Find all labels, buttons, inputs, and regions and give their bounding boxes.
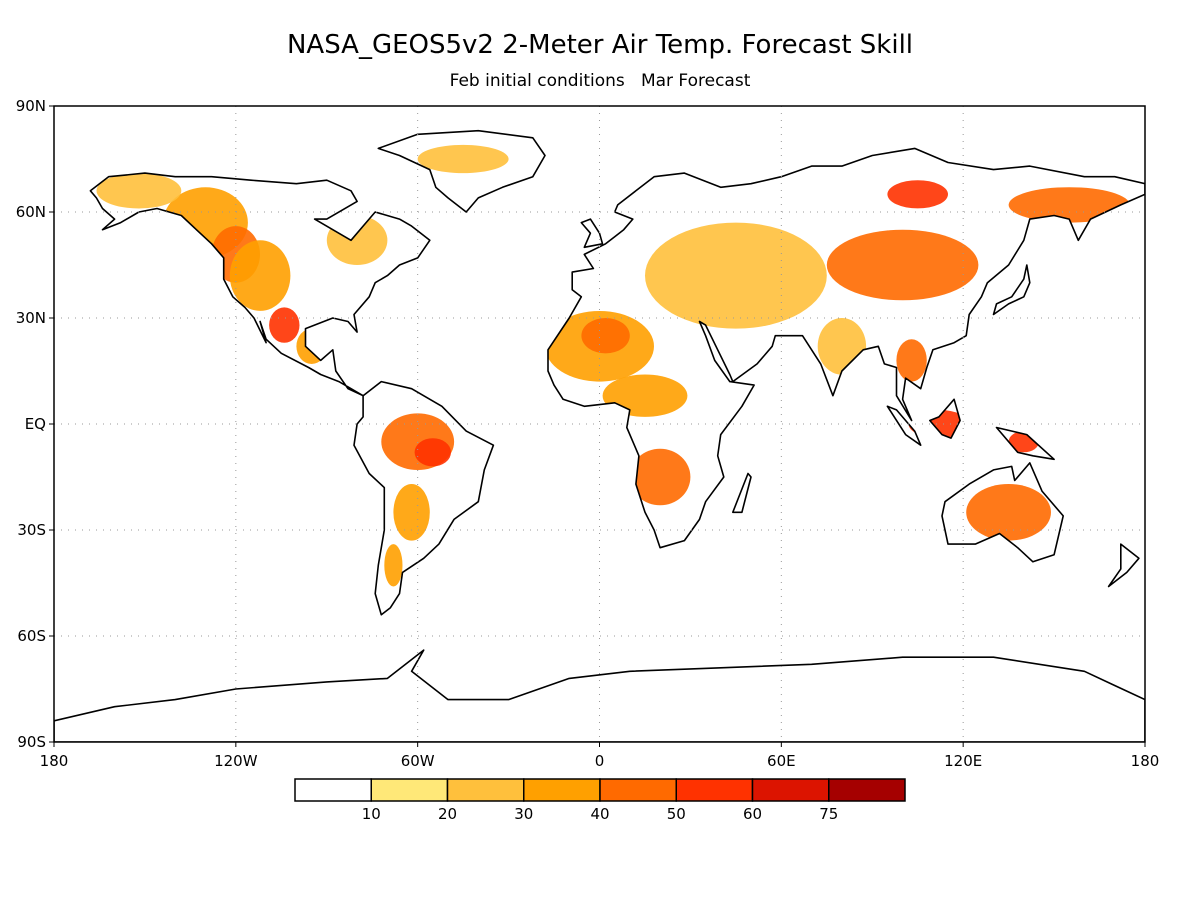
lat-tick-label: 60S — [17, 627, 46, 645]
coast-australia — [941, 462, 1064, 563]
coast-north-america — [89, 172, 431, 397]
skill-region-3 — [229, 240, 291, 311]
coast-south-america — [353, 380, 495, 616]
lat-tick-label: 90S — [17, 733, 46, 751]
lon-tick-label: 60W — [401, 752, 435, 770]
map-title: NASA_GEOS5v2 2-Meter Air Temp. Forecast … — [287, 30, 913, 60]
skill-region-14 — [581, 318, 630, 354]
skill-region-16 — [629, 448, 691, 506]
map-subtitle: Feb initial conditions Mar Forecast — [450, 71, 751, 91]
coast-greenland — [377, 129, 546, 213]
lat-tick-label: 30S — [17, 521, 46, 539]
land-uk — [581, 219, 603, 248]
colorbar-swatch — [446, 778, 525, 802]
colorbar-label: 40 — [590, 805, 609, 823]
colorbar-label: 20 — [438, 805, 457, 823]
skill-region-20 — [1008, 187, 1130, 223]
skill-region-23 — [966, 484, 1051, 541]
skill-region-5 — [96, 173, 182, 209]
skill-region-18 — [826, 229, 979, 301]
longitude-axis: 180 120W 60W 0 60E 120E 180 — [40, 742, 1160, 770]
skill-region-17 — [645, 222, 827, 329]
skill-region-19 — [887, 180, 948, 209]
colorbar-swatch — [828, 778, 906, 802]
colorbar-swatch — [751, 778, 830, 802]
lon-tick-label: 0 — [595, 752, 605, 770]
lon-tick-label: 180 — [40, 752, 69, 770]
coast-japan — [992, 264, 1031, 316]
coast-sumatra — [886, 405, 922, 447]
colorbar-swatch — [294, 778, 372, 802]
latitude-axis: 90N 60N 30N EQ 30S 60S 90S — [16, 97, 54, 751]
skill-region-7 — [417, 144, 509, 174]
skill-region-4 — [269, 307, 300, 343]
colorbar-swatch — [675, 778, 754, 802]
skill-region-10 — [414, 438, 451, 467]
plot-area — [54, 106, 1145, 742]
lat-tick-label: 30N — [16, 309, 46, 327]
colorbar-swatch — [599, 778, 677, 802]
colorbar-swatch — [523, 778, 601, 802]
skill-region-12 — [384, 544, 403, 587]
coast-madagascar — [731, 472, 752, 514]
land-japan — [993, 265, 1030, 315]
coastlines — [54, 129, 1145, 742]
lat-tick-label: 60N — [16, 203, 46, 221]
coast-borneo — [928, 398, 961, 439]
coast-new-guinea — [995, 426, 1055, 461]
colorbar-label: 50 — [667, 805, 686, 823]
coast-africa-eurasia — [547, 147, 1145, 549]
land-antarctica — [54, 650, 1145, 742]
lat-tick-label: 90N — [16, 97, 46, 115]
skill-region-11 — [393, 484, 430, 541]
colorbar-label: 10 — [362, 805, 381, 823]
skill-region-25 — [896, 339, 927, 382]
land-sumatra — [887, 406, 921, 446]
coast-antarctica — [54, 649, 1145, 742]
lon-tick-label: 120W — [214, 752, 258, 770]
colorbar-swatch — [370, 778, 449, 802]
colorbar-label: 30 — [514, 805, 533, 823]
colorbar-label: 60 — [743, 805, 762, 823]
lon-tick-label: 180 — [1131, 752, 1160, 770]
coast-uk — [580, 218, 604, 249]
colorbar: 10 20 30 40 50 60 75 — [294, 778, 906, 823]
lon-tick-label: 60E — [767, 752, 796, 770]
grid-lines — [54, 106, 1145, 742]
coast-new-zealand — [1107, 543, 1140, 588]
lat-tick-label: EQ — [25, 415, 46, 433]
lon-tick-label: 120E — [944, 752, 982, 770]
colorbar-label: 75 — [819, 805, 838, 823]
